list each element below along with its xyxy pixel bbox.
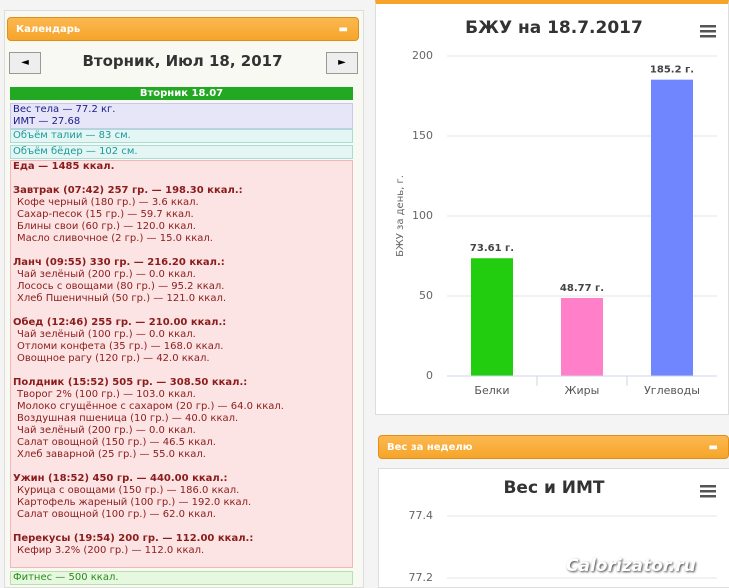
x-tick-label: Белки: [474, 384, 509, 397]
y-tick-label: 50: [419, 289, 433, 302]
y-tick-label: 100: [412, 209, 433, 222]
header-title: Вес за неделю: [387, 442, 473, 453]
meal-item: Салат овощной (100 гр.) — 62.0 ккал.: [17, 509, 216, 520]
chart-title: БЖУ на 18.7.2017: [465, 18, 643, 38]
meal-item: Хлеб заварной (25 гр.) — 55.0 ккал.: [17, 449, 206, 460]
body-line: Вес тела — 77.2 кг.: [13, 104, 116, 115]
food-total: Еда — 1485 ккал.: [13, 161, 115, 172]
meal-item: Кефир 3.2% (200 гр.) — 112.0 ккал.: [17, 545, 205, 556]
meal-item: Овощное рагу (120 гр.) — 42.0 ккал.: [17, 353, 210, 364]
chart-title: Вес и ИМТ: [503, 478, 604, 498]
meal-item: Чай зелёный (200 гр.) — 0.0 ккал.: [17, 425, 196, 436]
header-title: Календарь: [16, 24, 81, 35]
meal-title: Завтрак (07:42) 257 гр. — 198.30 ккал.:: [13, 185, 243, 196]
meal-item: Молоко сгущённое с сахаром (20 гр.) — 64…: [17, 401, 284, 412]
bar: [471, 258, 513, 376]
menu-icon: [700, 30, 716, 33]
meal-item: Отломи конфета (35 гр.) — 168.0 ккал.: [17, 341, 224, 352]
bar: [561, 297, 603, 376]
menu-icon: [700, 485, 716, 488]
meal-item: Воздушная пшеница (10 гр.) — 40.0 ккал.: [17, 413, 239, 424]
chart-panel: [378, 468, 729, 588]
spacer: [13, 461, 352, 473]
meal-title: Полдник (15:52) 505 гр. — 308.50 ккал.:: [13, 377, 248, 388]
menu-icon: [700, 495, 716, 498]
calendar-header: Календарь ▬: [7, 17, 359, 41]
measure-box: Объём бёдер — 102 см.: [10, 145, 353, 159]
collapse-icon[interactable]: ▬: [708, 442, 718, 453]
meal-item: Творог 2% (100 гр.) — 103.0 ккал.: [17, 389, 196, 400]
fitness-line: Фитнес — 500 ккал.: [13, 572, 119, 583]
x-tick-label: Углеводы: [644, 384, 700, 397]
spacer: [13, 521, 352, 533]
menu-icon: [700, 490, 716, 493]
y-tick-label: 77.4: [409, 509, 434, 522]
spacer: [13, 245, 352, 257]
spacer: [13, 305, 352, 317]
y-tick-label: 150: [412, 129, 433, 142]
value-label: 185.2 г.: [650, 65, 694, 76]
meal-item: Хлеб Пшеничный (50 гр.) — 121.0 ккал.: [17, 293, 227, 304]
measure-box: Объём талии — 83 см.: [10, 129, 353, 143]
y-axis-label: БЖУ за день, г.: [395, 175, 406, 257]
day-bar: Вторник 18.07: [10, 87, 353, 100]
meal-title: Перекусы (19:54) 200 гр. — 112.00 ккал.:: [13, 533, 254, 544]
food-box: Еда — 1485 ккал. Завтрак (07:42) 257 гр. …: [10, 160, 353, 568]
watermark: Calorizator.ru: [566, 556, 696, 576]
charts: БЖУ на 18.7.2017 БЖУ за день, г. 0 50 100 150…: [395, 18, 717, 584]
next-button[interactable]: ►: [326, 52, 358, 74]
bar: [651, 79, 693, 377]
y-tick-label: 77.2: [409, 571, 434, 584]
menu-icon: [700, 35, 716, 38]
meal-item: Сахар-песок (15 гр.) — 59.7 ккал.: [17, 209, 194, 220]
meal-item: Лосось с овощами (80 гр.) — 95.2 ккал.: [17, 281, 225, 292]
spacer: [13, 173, 352, 185]
prev-button[interactable]: ◄: [9, 52, 41, 74]
meal-title: Ужин (18:52) 450 гр. — 440.00 ккал.:: [13, 473, 228, 484]
body-box: Вес тела — 77.2 кг. ИМТ — 27.68: [10, 103, 353, 129]
y-tick-label: 0: [426, 369, 433, 382]
fitness-box: Фитнес — 500 ккал.: [10, 571, 353, 585]
body-line: ИМТ — 27.68: [13, 116, 81, 127]
meal-item: Чай зелёный (200 гр.) — 0.0 ккал.: [17, 269, 196, 280]
meal-item: Картофель жареный (100 гр.) — 192.0 ккал…: [17, 497, 252, 508]
weekly-header: Вес за неделю ▬: [378, 435, 729, 459]
meal-item: Курица с овощами (150 гр.) — 186.0 ккал.: [17, 485, 240, 496]
meal-item: Масло сливочное (2 гр.) — 15.0 ккал.: [17, 233, 213, 244]
y-tick-label: 200: [412, 49, 433, 62]
measure-line: Объём талии — 83 см.: [13, 130, 131, 141]
value-label: 48.77 г.: [560, 283, 604, 294]
measure-line: Объём бёдер — 102 см.: [13, 146, 138, 157]
spacer: [13, 365, 352, 377]
meal-item: Кофе черный (180 гр.) — 3.6 ккал.: [17, 197, 199, 208]
value-label: 73.61 г.: [470, 243, 514, 254]
meal-title: Ланч (09:55) 330 гр. — 216.20 ккал.:: [13, 257, 225, 268]
meal-title: Обед (12:46) 255 гр. — 210.00 ккал.:: [13, 317, 227, 328]
date-title: Вторник, Июл 18, 2017: [82, 52, 283, 70]
collapse-icon[interactable]: ▬: [338, 24, 348, 35]
meal-item: Блины свои (60 гр.) — 120.0 ккал.: [17, 221, 196, 232]
menu-icon: [700, 25, 716, 28]
meal-item: Чай зелёный (100 гр.) — 0.0 ккал.: [17, 329, 196, 340]
meal-item: Салат овощной (150 гр.) — 46.5 ккал.: [17, 437, 216, 448]
x-tick-label: Жиры: [565, 384, 600, 397]
